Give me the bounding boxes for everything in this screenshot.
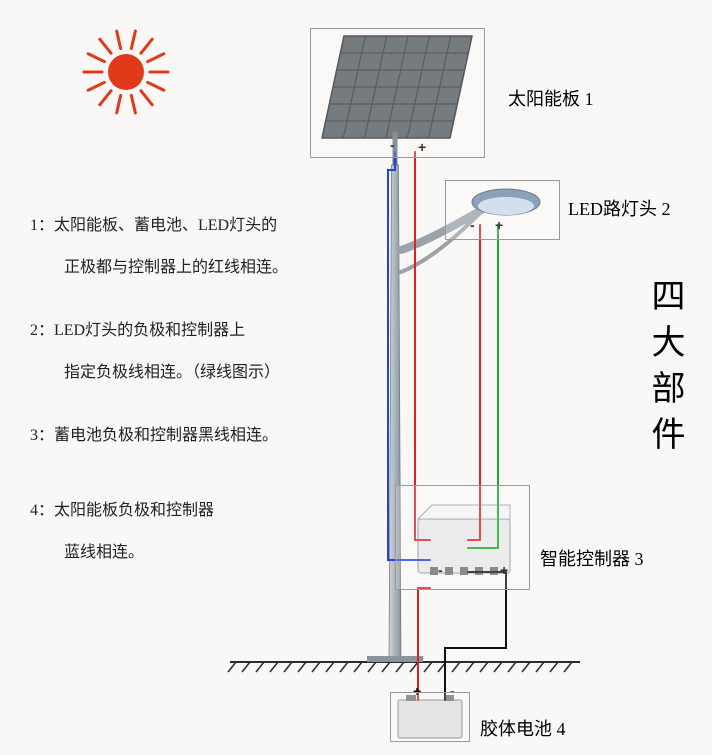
instruction-text: 3：蓄电池负极和控制器黑线相连。 [30,415,278,457]
title-four-parts: 四大部件 [640,278,689,462]
label-controller: 智能控制器 3 [540,545,644,571]
label-led-head: LED路灯头 2 [568,195,671,221]
instruction-text: 2：LED灯头的负极和控制器上指定负极线相连。（绿线图示） [30,310,280,393]
instruction-text: 4：太阳能板负极和控制器蓝线相连。 [30,490,214,573]
label-solar-panel: 太阳能板 1 [508,85,594,111]
box-led-head [445,180,560,240]
box-solar-panel [310,28,485,158]
box-controller [395,485,530,590]
sun-icon [84,31,168,113]
instruction-text: 1：太阳能板、蓄电池、LED灯头的正极都与控制器上的红线相连。 [30,205,288,288]
box-battery [390,692,470,742]
label-battery: 胶体电池 4 [480,715,566,741]
ground [228,662,580,672]
